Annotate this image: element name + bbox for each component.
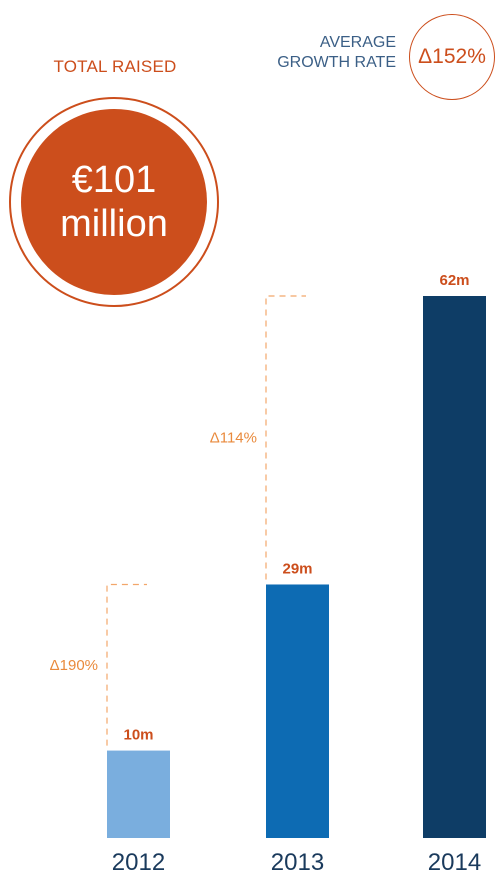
growth-delta-label-2013-2014: Δ114%	[210, 430, 257, 447]
average-growth-value: Δ152%	[418, 45, 486, 68]
total-raised-label: TOTAL RAISED	[53, 57, 177, 76]
year-label-2014: 2014	[428, 849, 481, 876]
total-raised-amount: €101	[71, 159, 157, 201]
total-raised-unit: million	[60, 203, 168, 245]
average-growth-label: AVERAGE GROWTH RATE	[277, 33, 396, 73]
growth-bracket-2013-2014	[265, 295, 306, 580]
bar-value-label-2013: 29m	[282, 560, 312, 577]
bar-value-label-2012: 10m	[123, 727, 153, 744]
bar-2013	[266, 584, 329, 838]
year-label-2012: 2012	[112, 849, 165, 876]
year-label-2013: 2013	[271, 849, 324, 876]
average-growth-circle: Δ152%	[409, 14, 495, 100]
average-growth-label-line2: GROWTH RATE	[277, 54, 396, 71]
growth-bracket-2012-2013	[106, 583, 147, 746]
growth-delta-label-2012-2013: Δ190%	[50, 657, 98, 674]
total-raised-ring: €101 million	[9, 97, 219, 307]
bar-value-label-2014: 62m	[439, 272, 469, 289]
bar-2014	[423, 296, 486, 838]
total-raised-circle: €101 million	[21, 109, 207, 295]
average-growth-label-line1: AVERAGE	[319, 34, 396, 51]
bar-2012	[107, 750, 170, 838]
